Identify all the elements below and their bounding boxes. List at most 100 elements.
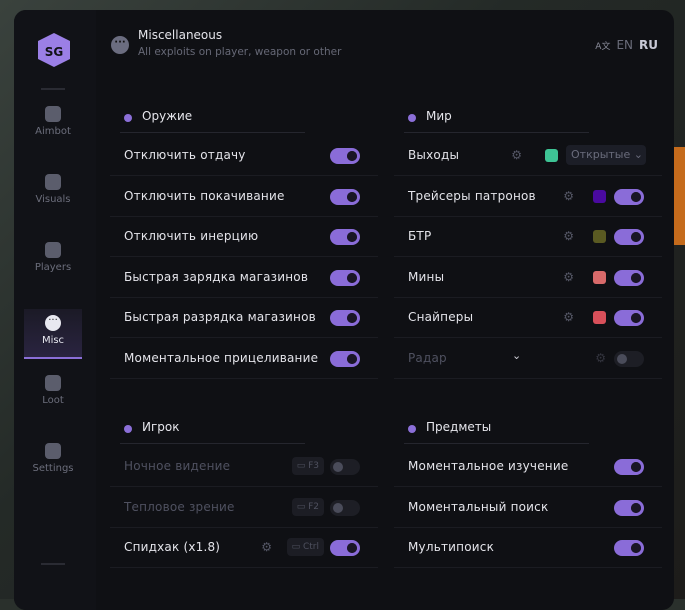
section-icon [408, 425, 416, 433]
hotkey-badge[interactable]: ▭ Ctrl [286, 538, 324, 556]
setting-label: Выходы [408, 148, 460, 162]
list-icon [45, 443, 61, 459]
toggle-switch[interactable] [330, 229, 360, 245]
gear-icon[interactable]: ⚙ [511, 148, 522, 162]
sidebar-item-visuals[interactable]: Visuals [24, 168, 82, 218]
toggle-switch[interactable] [330, 499, 360, 516]
hotkey-label: F3 [308, 461, 319, 471]
gear-icon[interactable]: ⚙ [261, 540, 272, 554]
toggle-switch[interactable] [614, 310, 644, 326]
sidebar-item-label: Misc [41, 335, 65, 346]
chevron-down-icon[interactable]: ⌄ [512, 348, 522, 362]
gear-icon[interactable]: ⚙ [595, 350, 606, 365]
section-header: Предметы [394, 414, 662, 454]
setting-label: Снайперы [408, 310, 474, 324]
setting-label: Быстрая разрядка магазинов [124, 310, 316, 324]
sidebar-item-settings[interactable]: Settings [24, 437, 82, 487]
section-title: Игрок [142, 420, 180, 434]
setting-label: Радар [408, 350, 447, 365]
sidebar-item-label: Players [34, 262, 72, 273]
logo-icon: SG [38, 33, 70, 67]
setting-label: Отключить инерцию [124, 229, 259, 243]
setting-row: Отключить покачивание [110, 177, 378, 217]
toggle-switch[interactable] [330, 188, 360, 205]
toggle-switch[interactable] [614, 350, 644, 367]
setting-label: Ночное видение [124, 459, 231, 473]
gear-icon[interactable]: ⚙ [563, 310, 574, 324]
sidebar-item-misc[interactable]: ··· Misc [24, 309, 82, 359]
toggle-switch[interactable] [614, 459, 644, 475]
lang-en-button[interactable]: EN [616, 38, 634, 52]
setting-label: Моментальный поиск [408, 499, 549, 514]
setting-label: Тепловое зрение [124, 499, 235, 514]
setting-row: Быстрая разрядка магазинов [110, 298, 378, 338]
keyboard-icon: ▭ [291, 542, 303, 552]
gear-icon[interactable]: ⚙ [563, 188, 574, 203]
section-divider [120, 132, 305, 133]
section-icon [124, 425, 132, 433]
setting-label: Моментальное прицеливание [124, 350, 319, 365]
setting-row: Снайперы ⚙ [394, 298, 662, 338]
gear-icon[interactable]: ⚙ [563, 229, 574, 243]
sidebar-item-aimbot[interactable]: Aimbot [24, 100, 82, 150]
toggle-switch[interactable] [614, 229, 644, 245]
section-header: Мир [394, 103, 662, 143]
toggle-switch[interactable] [330, 350, 360, 367]
setting-row: Спидхак (x1.8) ▭ Ctrl ⚙ [110, 528, 378, 568]
color-swatch[interactable] [593, 189, 606, 203]
setting-label: Спидхак (x1.8) [124, 540, 221, 554]
background-game-element [674, 147, 685, 245]
toggle-switch[interactable] [330, 540, 360, 556]
section-divider [404, 132, 589, 133]
setting-label: Отключить покачивание [124, 188, 285, 203]
toggle-switch[interactable] [614, 188, 644, 205]
setting-row: Мины ⚙ [394, 258, 662, 298]
setting-row: Моментальный поиск [394, 488, 662, 528]
sidebar-item-label: Aimbot [35, 126, 71, 137]
section-title: Предметы [426, 420, 492, 434]
select-value: Открытые [571, 148, 631, 161]
chevron-down-icon: ⌄ [630, 148, 643, 161]
toggle-switch[interactable] [614, 269, 644, 286]
setting-row: БТР ⚙ [394, 217, 662, 257]
setting-label: Мины [408, 269, 445, 284]
vr-headset-icon [45, 174, 61, 190]
setting-row: Моментальное изучение [394, 447, 662, 487]
page-title: Miscellaneous [138, 28, 223, 42]
toggle-switch[interactable] [614, 499, 644, 516]
dots-icon: ··· [111, 36, 129, 54]
section-icon [408, 114, 416, 122]
sidebar-item-loot[interactable]: Loot [24, 369, 82, 419]
toggle-switch[interactable] [330, 310, 360, 326]
color-swatch[interactable] [593, 270, 606, 284]
toggle-switch[interactable] [330, 148, 360, 164]
section-header: Оружие [110, 103, 378, 143]
toggle-switch[interactable] [330, 269, 360, 286]
toggle-switch[interactable] [330, 459, 360, 475]
setting-row: Выходы Открытые ⌄ ⚙ [394, 136, 662, 176]
section-title: Мир [426, 109, 452, 123]
section-divider [404, 443, 589, 444]
gear-icon[interactable]: ⚙ [563, 269, 574, 284]
hotkey-badge[interactable]: ▭ F2 [291, 497, 324, 516]
sidebar-item-label: Visuals [35, 194, 71, 205]
toggle-switch[interactable] [614, 540, 644, 556]
sidebar-item-players[interactable]: Players [24, 236, 82, 286]
lang-ru-button[interactable]: RU [639, 38, 658, 52]
briefcase-icon [45, 375, 61, 391]
color-swatch[interactable] [593, 230, 606, 243]
keyboard-icon: ▭ [296, 501, 309, 512]
color-swatch[interactable] [593, 311, 606, 324]
setting-label: Моментальное изучение [408, 459, 569, 473]
mode-select[interactable]: Открытые ⌄ [566, 145, 646, 165]
svg-text:SG: SG [45, 45, 64, 59]
setting-row: Моментальное прицеливание [110, 339, 378, 379]
setting-row: Тепловое зрение ▭ F2 [110, 488, 378, 528]
setting-row: Мультипоиск [394, 528, 662, 568]
users-icon [45, 242, 61, 258]
setting-row: Отключить отдачу [110, 136, 378, 176]
page-subtitle: All exploits on player, weapon or other [138, 46, 342, 58]
color-swatch[interactable] [545, 149, 558, 162]
keyboard-icon: ▭ [296, 461, 309, 471]
hotkey-badge[interactable]: ▭ F3 [291, 457, 324, 475]
